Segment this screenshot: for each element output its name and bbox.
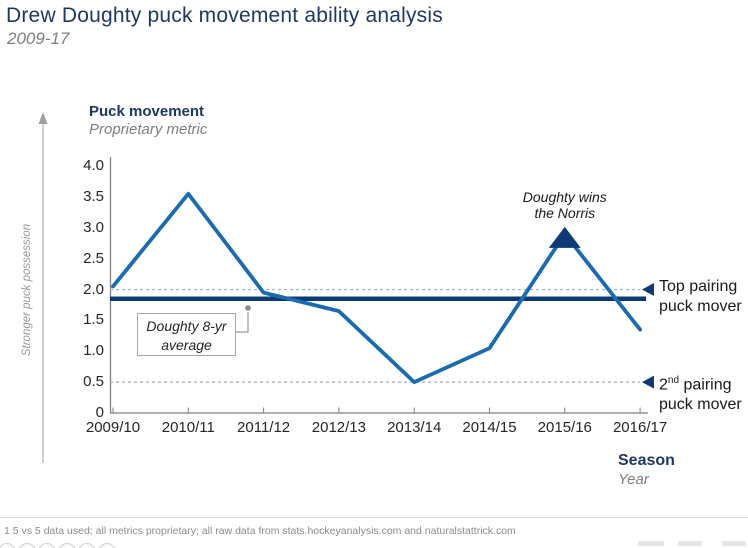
norris-annotation: Doughty wins the Norris [495,189,635,221]
y-tick-label: 3.0 [58,219,104,236]
x-tick-label: 2011/12 [228,419,300,436]
top-pairing-arrowhead [642,283,654,296]
norris-annotation-line2: the Norris [495,205,635,221]
callout-dot [245,305,251,311]
y-tick-label: 2.0 [58,281,104,298]
y-tick-label: 1.0 [58,342,104,359]
y-tick-label: 4.0 [58,157,104,174]
footer-divider [0,517,748,518]
y-tick-label: 2.5 [58,250,104,267]
average-callout-line2: average [138,336,235,355]
x-axis-title: Season [618,452,675,470]
stronger-possession-arrow [39,112,48,463]
y-tick-label: 1.5 [58,311,104,328]
second-pairing-line2: puck mover [659,395,742,415]
top-pairing-line2: puck mover [659,297,742,317]
x-axis-subtitle: Year [618,471,649,488]
top-pairing-label: Top pairing puck mover [659,277,742,317]
slide: Drew Doughty puck movement ability analy… [0,0,748,548]
y-tick-label: 0.5 [58,373,104,390]
x-tick-label: 2016/17 [604,419,676,436]
norris-triangle-marker [549,227,581,248]
x-tick-label: 2009/10 [77,419,149,436]
x-tick-label: 2013/14 [378,419,450,436]
callout-connector-line [234,312,248,332]
second-pairing-label: 2nd pairing puck mover [659,371,742,415]
average-callout-line1: Doughty 8-yr [138,317,235,336]
x-tick-label: 2014/15 [454,419,526,436]
cropped-footer-text [722,541,746,546]
x-tick-label: 2010/11 [152,419,224,436]
second-pairing-arrowhead [642,376,654,389]
x-axis-ticks [113,408,640,414]
y-tick-label: 3.5 [58,188,104,205]
second-pairing-line1: 2nd pairing [659,371,742,395]
x-tick-label: 2015/16 [529,419,601,436]
cropped-footer-text [638,541,664,546]
cropped-footer-text [678,541,702,546]
norris-annotation-line1: Doughty wins [495,189,635,205]
top-pairing-line1: Top pairing [659,277,742,297]
footnote: 1 5 vs 5 data used; all metrics propriet… [4,525,516,537]
x-tick-label: 2012/13 [303,419,375,436]
average-callout-box: Doughty 8-yr average [137,313,236,356]
